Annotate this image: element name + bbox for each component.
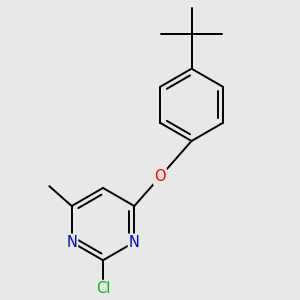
- Text: O: O: [154, 169, 166, 184]
- Text: N: N: [66, 235, 77, 250]
- Text: Cl: Cl: [96, 281, 110, 296]
- Text: N: N: [129, 235, 140, 250]
